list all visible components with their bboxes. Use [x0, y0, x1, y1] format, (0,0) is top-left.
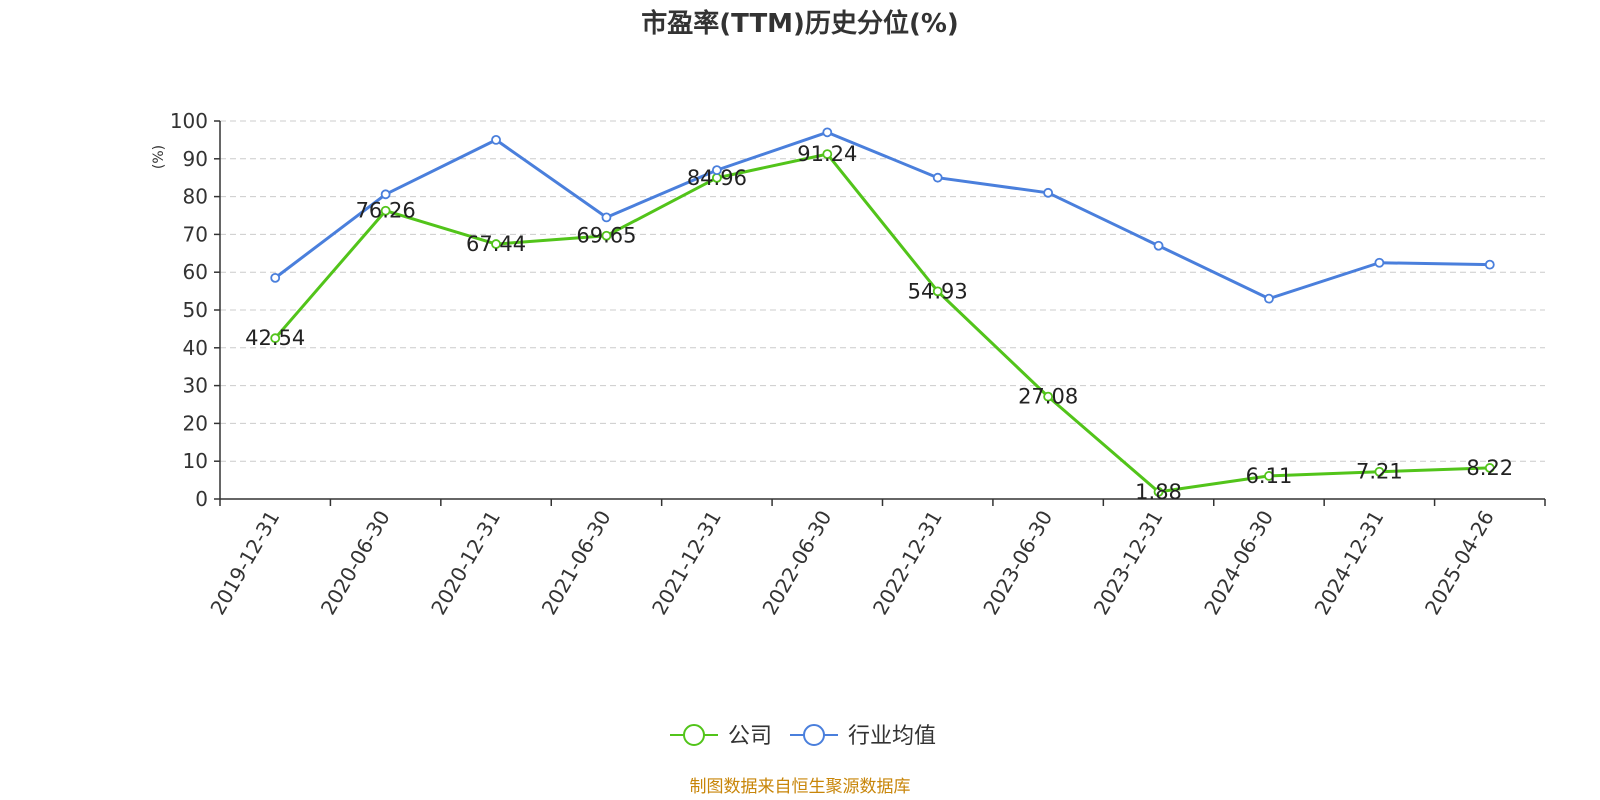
source-note: 制图数据来自恒生聚源数据库 — [690, 777, 911, 797]
chart-title: 市盈率(TTM)历史分位(%) — [641, 8, 959, 39]
x-tick-label: 2019-12-31 — [205, 506, 284, 619]
x-tick-label: 2024-06-30 — [1199, 506, 1278, 619]
data-point[interactable] — [932, 172, 943, 183]
grid-lines — [220, 120, 1545, 462]
data-label: 42.54 — [245, 326, 305, 350]
data-point[interactable] — [1153, 486, 1164, 497]
data-point[interactable] — [1484, 259, 1495, 270]
data-point[interactable] — [1264, 471, 1274, 481]
x-tick-label: 2022-06-30 — [757, 506, 836, 619]
series-line-0 — [274, 152, 1490, 494]
data-label: 7.21 — [1356, 460, 1403, 484]
x-tick-label: 2022-12-31 — [868, 506, 947, 619]
series-layer — [270, 127, 1495, 497]
data-label: 54.93 — [908, 279, 968, 303]
y-tick-label: 20 — [183, 411, 208, 435]
data-point[interactable] — [380, 189, 391, 200]
data-label: 8.22 — [1466, 456, 1513, 480]
data-label: 84.96 — [687, 166, 747, 190]
data-label: 76.26 — [356, 199, 416, 223]
y-tick-label: 100 — [170, 109, 208, 133]
data-point[interactable] — [1264, 293, 1274, 304]
data-point[interactable] — [1043, 391, 1054, 402]
data-label: 69.65 — [576, 224, 636, 248]
legend-label: 行业均值 — [848, 724, 936, 749]
y-axis-label: (%) — [151, 145, 167, 169]
data-point[interactable] — [270, 272, 281, 283]
axes: 0 10 20 30 40 50 60 70 80 90 100 2019-12-31 2020-06-… — [170, 109, 1546, 619]
data-label: 91.24 — [797, 142, 857, 166]
data-point[interactable] — [491, 239, 501, 249]
data-point[interactable] — [1153, 240, 1164, 251]
data-point[interactable] — [491, 134, 501, 145]
legend-label: 公司 — [728, 724, 772, 749]
data-point[interactable] — [270, 333, 281, 344]
y-tick-label: 0 — [195, 487, 208, 511]
y-tick-label: 80 — [183, 185, 208, 209]
legend-item-0[interactable]: 公司 — [670, 724, 772, 749]
x-tick-label: 2025-04-26 — [1420, 506, 1499, 619]
data-point[interactable] — [1043, 187, 1054, 198]
data-point[interactable] — [822, 127, 833, 138]
data-point[interactable] — [1484, 463, 1495, 473]
data-labels: 42.54 76.26 67.44 69.65 84.96 91.24 54.93 27.08… — [245, 142, 1513, 504]
data-point[interactable] — [601, 212, 612, 223]
data-label: 6.11 — [1246, 464, 1293, 488]
x-tick-label: 2020-06-30 — [316, 506, 395, 619]
y-tick-label: 50 — [183, 298, 208, 322]
legend[interactable]: 公司 行业均值 — [670, 724, 936, 749]
legend-marker — [803, 724, 825, 746]
x-tick-label: 2023-06-30 — [978, 506, 1057, 619]
data-label: 27.08 — [1018, 385, 1078, 409]
data-point[interactable] — [932, 286, 943, 297]
data-point[interactable] — [711, 165, 722, 176]
y-tick-label: 60 — [183, 260, 208, 284]
y-tick-label: 10 — [183, 449, 208, 473]
x-tick-label: 2024-12-31 — [1310, 506, 1389, 619]
y-tick-label: 70 — [183, 222, 208, 246]
y-tick-label: 90 — [183, 147, 208, 171]
data-point[interactable] — [1374, 257, 1385, 268]
data-point[interactable] — [380, 205, 391, 216]
data-label: 1.88 — [1135, 480, 1182, 504]
x-tick-label: 2021-12-31 — [647, 506, 726, 619]
x-tick-label: 2021-06-30 — [537, 506, 616, 619]
data-label: 67.44 — [466, 232, 526, 256]
y-tick-label: 30 — [183, 374, 208, 398]
legend-marker — [683, 724, 705, 746]
data-point[interactable] — [601, 230, 612, 241]
data-point[interactable] — [822, 149, 833, 160]
legend-item-1[interactable]: 行业均值 — [790, 724, 936, 749]
y-tick-label: 40 — [183, 336, 208, 360]
x-tick-label: 2023-12-31 — [1089, 506, 1168, 619]
series-line-1 — [274, 130, 1490, 301]
x-tick-label: 2020-12-31 — [426, 506, 505, 619]
data-point[interactable] — [1374, 466, 1385, 477]
